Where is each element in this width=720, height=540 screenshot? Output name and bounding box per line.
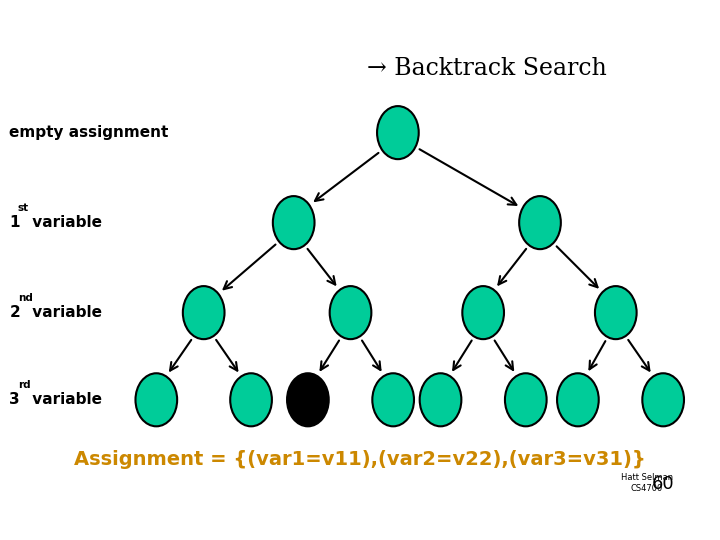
Text: 3: 3 — [9, 392, 20, 407]
Text: → Backtrack Search: → Backtrack Search — [366, 57, 606, 80]
Text: variable: variable — [27, 215, 102, 230]
Ellipse shape — [273, 196, 315, 249]
Ellipse shape — [557, 373, 599, 426]
Text: variable: variable — [27, 305, 102, 320]
Ellipse shape — [462, 286, 504, 339]
Text: 60: 60 — [652, 475, 675, 492]
Text: empty assignment: empty assignment — [9, 125, 169, 140]
Text: variable: variable — [27, 392, 102, 407]
Ellipse shape — [595, 286, 636, 339]
Ellipse shape — [642, 373, 684, 426]
Ellipse shape — [287, 373, 329, 426]
Ellipse shape — [330, 286, 372, 339]
Ellipse shape — [135, 373, 177, 426]
Ellipse shape — [377, 106, 419, 159]
Ellipse shape — [183, 286, 225, 339]
Text: nd: nd — [18, 293, 33, 303]
Text: Hatt Selman
CS4700: Hatt Selman CS4700 — [621, 473, 672, 492]
Ellipse shape — [230, 373, 272, 426]
Text: Assignment = {(var1=v11),(var2=v22),(var3=v31)}: Assignment = {(var1=v11),(var2=v22),(var… — [74, 450, 646, 469]
Text: 2: 2 — [9, 305, 20, 320]
Text: 1: 1 — [9, 215, 20, 230]
Ellipse shape — [505, 373, 546, 426]
Text: st: st — [18, 203, 29, 213]
Text: rd: rd — [18, 380, 31, 390]
Ellipse shape — [519, 196, 561, 249]
Ellipse shape — [420, 373, 462, 426]
Ellipse shape — [372, 373, 414, 426]
